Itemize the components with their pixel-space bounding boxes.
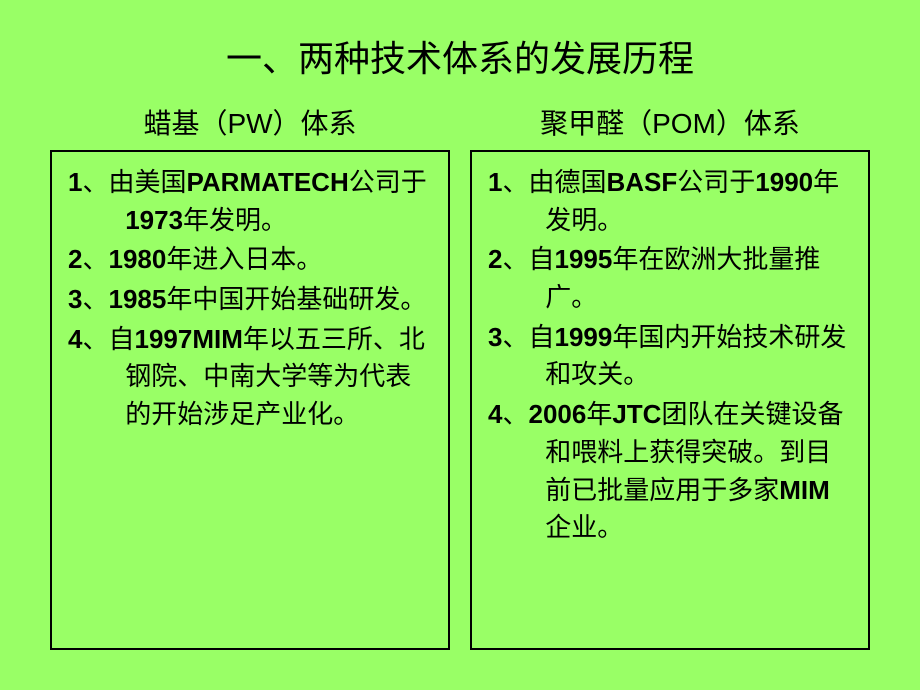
list-item: 1、由德国BASF公司于1990年发明。 xyxy=(488,164,852,239)
list-item: 3、自1999年国内开始技术研发和攻关。 xyxy=(488,319,852,394)
right-column-header: 聚甲醛（POM）体系 xyxy=(470,102,870,142)
left-column-box: 1、由美国PARMATECH公司于1973年发明。2、1980年进入日本。3、1… xyxy=(50,150,450,650)
left-column-header: 蜡基（PW）体系 xyxy=(50,102,450,142)
right-column: 聚甲醛（POM）体系 1、由德国BASF公司于1990年发明。2、自1995年在… xyxy=(470,102,870,650)
slide-title: 一、两种技术体系的发展历程 xyxy=(50,30,870,82)
left-column: 蜡基（PW）体系 1、由美国PARMATECH公司于1973年发明。2、1980… xyxy=(50,102,450,650)
list-item: 4、自1997MIM年以五三所、北钢院、中南大学等为代表的开始涉足产业化。 xyxy=(68,321,432,434)
columns-container: 蜡基（PW）体系 1、由美国PARMATECH公司于1973年发明。2、1980… xyxy=(50,102,870,650)
list-item: 2、1980年进入日本。 xyxy=(68,241,432,279)
right-column-box: 1、由德国BASF公司于1990年发明。2、自1995年在欧洲大批量推广。3、自… xyxy=(470,150,870,650)
list-item: 1、由美国PARMATECH公司于1973年发明。 xyxy=(68,164,432,239)
list-item: 4、2006年JTC团队在关键设备和喂料上获得突破。到目前已批量应用于多家MIM… xyxy=(488,396,852,547)
list-item: 2、自1995年在欧洲大批量推广。 xyxy=(488,241,852,316)
list-item: 3、1985年中国开始基础研发。 xyxy=(68,281,432,319)
